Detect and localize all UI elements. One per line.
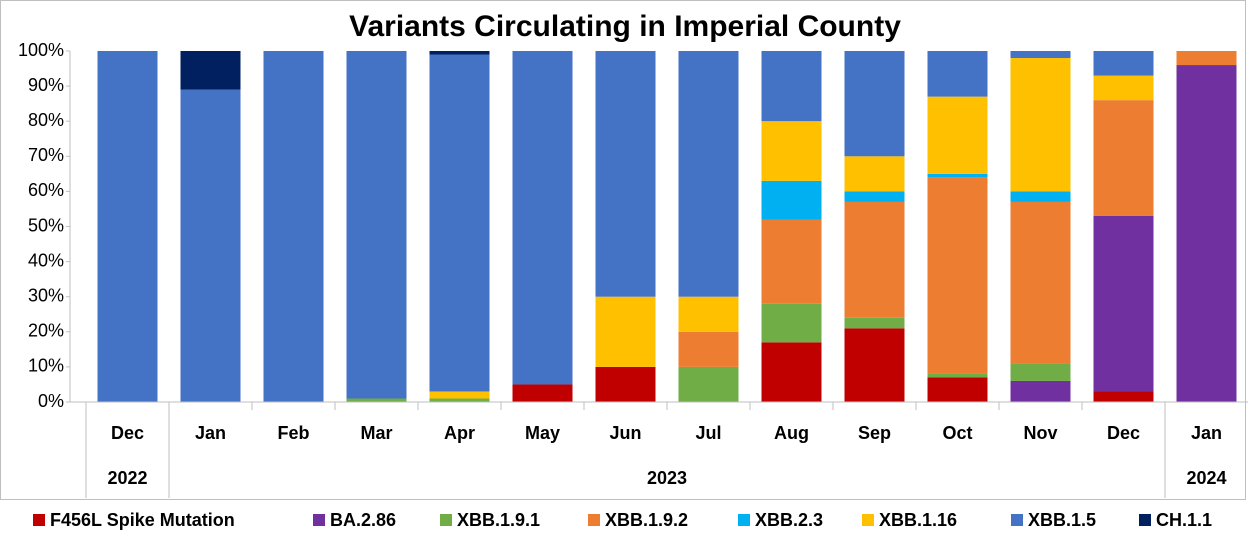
bar-segment xyxy=(927,51,988,97)
x-tick-label: Nov xyxy=(1023,423,1057,443)
y-tick-label: 100% xyxy=(18,40,64,60)
x-tick-label: Feb xyxy=(277,423,309,443)
bar-segment xyxy=(512,384,573,402)
bar-segment xyxy=(1010,51,1071,59)
bar-segment xyxy=(927,177,988,374)
bar-segment xyxy=(1176,51,1237,66)
legend-swatch xyxy=(440,514,452,526)
bar-segment xyxy=(180,89,241,403)
bar-segment xyxy=(1010,380,1071,402)
bar-segment xyxy=(1176,65,1237,402)
legend-swatch xyxy=(1139,514,1151,526)
bar-segment xyxy=(761,51,822,122)
bar-segment xyxy=(1010,363,1071,381)
bar-segment xyxy=(429,51,490,55)
legend-swatch xyxy=(862,514,874,526)
x-tick-label: Mar xyxy=(360,423,392,443)
bar-segment xyxy=(844,191,905,202)
bar-segment xyxy=(678,296,739,332)
bar-segment xyxy=(1093,100,1154,216)
bar-segment xyxy=(346,51,407,399)
bar-segment xyxy=(595,296,656,367)
bar-segment xyxy=(844,156,905,192)
bar-segment xyxy=(761,121,822,181)
y-tick-label: 40% xyxy=(28,250,64,270)
bar-segment xyxy=(844,317,905,329)
y-tick-label: 10% xyxy=(28,356,64,376)
bar-segment xyxy=(1010,58,1071,192)
bar-segment xyxy=(429,54,490,392)
bar-segment xyxy=(678,366,739,402)
y-tick-label: 20% xyxy=(28,321,64,341)
x-tick-label: Sep xyxy=(858,423,891,443)
x-tick-label: Jan xyxy=(195,423,226,443)
x-tick-label: Jul xyxy=(695,423,721,443)
bar-segment xyxy=(595,51,656,297)
y-tick-label: 30% xyxy=(28,285,64,305)
bar-segment xyxy=(263,51,324,402)
y-tick-label: 0% xyxy=(38,391,64,411)
x-tick-label: Dec xyxy=(1107,423,1140,443)
bar-segment xyxy=(1010,191,1071,202)
x-tick-label: May xyxy=(525,423,560,443)
x-tick-label: Jan xyxy=(1191,423,1222,443)
bar-segment xyxy=(844,51,905,157)
y-tick-label: 60% xyxy=(28,180,64,200)
bar-segment xyxy=(844,201,905,318)
bar-segment xyxy=(761,303,822,343)
x-tick-label: Dec xyxy=(111,423,144,443)
bar-segment xyxy=(512,51,573,385)
bar-segment xyxy=(1093,215,1154,392)
legend-swatch xyxy=(738,514,750,526)
bar-segment xyxy=(180,51,241,90)
legend-label: XBB.1.5 xyxy=(1028,510,1096,530)
legend-label: XBB.1.9.1 xyxy=(457,510,540,530)
x-group-label: 2024 xyxy=(1186,468,1226,488)
bar-segment xyxy=(761,180,822,220)
y-tick-label: 70% xyxy=(28,145,64,165)
bar-segment xyxy=(927,173,988,178)
y-tick-label: 80% xyxy=(28,110,64,130)
bar-segment xyxy=(927,377,988,402)
bar-segment xyxy=(927,96,988,174)
x-tick-label: Jun xyxy=(609,423,641,443)
bar-segment xyxy=(678,331,739,367)
legend-label: XBB.1.16 xyxy=(879,510,957,530)
x-tick-label: Apr xyxy=(444,423,475,443)
bar-segment xyxy=(429,391,490,399)
legend-label: XBB.2.3 xyxy=(755,510,823,530)
bar-segment xyxy=(927,373,988,378)
bar-segment xyxy=(97,51,158,402)
y-tick-label: 50% xyxy=(28,215,64,235)
x-tick-label: Aug xyxy=(774,423,809,443)
bar-segment xyxy=(1093,51,1154,76)
legend-swatch xyxy=(588,514,600,526)
bar-segment xyxy=(844,328,905,402)
x-tick-label: Oct xyxy=(942,423,972,443)
y-tick-label: 90% xyxy=(28,75,64,95)
bar-segment xyxy=(429,398,490,402)
legend-swatch xyxy=(1011,514,1023,526)
x-group-label: 2023 xyxy=(647,468,687,488)
bar-segment xyxy=(1093,75,1154,101)
legend-label: BA.2.86 xyxy=(330,510,396,530)
bar-segment xyxy=(1093,391,1154,402)
bar-segment xyxy=(1010,201,1071,364)
x-group-label: 2022 xyxy=(107,468,147,488)
legend-swatch xyxy=(313,514,325,526)
bar-segment xyxy=(346,398,407,402)
legend-label: F456L Spike Mutation xyxy=(50,510,235,530)
legend-label: CH.1.1 xyxy=(1156,510,1212,530)
bar-segment xyxy=(761,219,822,304)
bar-segment xyxy=(595,366,656,402)
legend-label: XBB.1.9.2 xyxy=(605,510,688,530)
legend-swatch xyxy=(33,514,45,526)
bar-segment xyxy=(678,51,739,297)
chart-title: Variants Circulating in Imperial County xyxy=(349,10,901,43)
bar-segment xyxy=(761,342,822,402)
